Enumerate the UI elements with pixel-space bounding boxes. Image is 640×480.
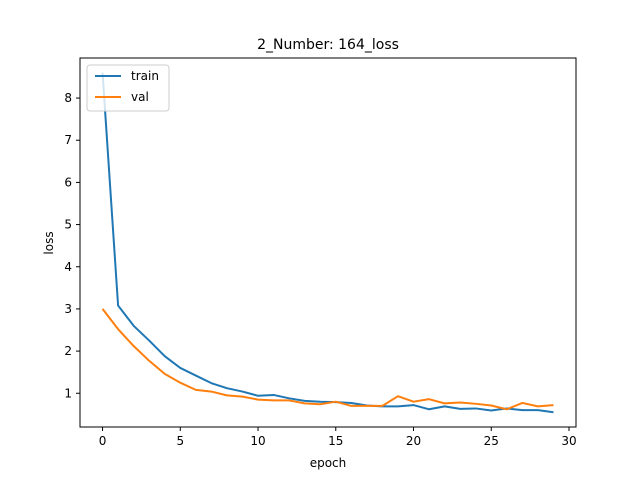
x-tick-label: 5 [176, 434, 184, 448]
y-tick-label: 5 [64, 218, 72, 232]
legend: train val [86, 64, 170, 112]
y-tick-label: 8 [64, 91, 72, 105]
x-tick-label: 30 [561, 434, 576, 448]
y-tick-label: 3 [64, 302, 72, 316]
y-tick-label: 2 [64, 344, 72, 358]
x-tick-label: 10 [250, 434, 265, 448]
chart-title: 2_Number: 164_loss [257, 37, 399, 53]
y-tick-label: 6 [64, 175, 72, 189]
x-tick-label: 20 [406, 434, 421, 448]
legend-train-label: train [131, 69, 159, 83]
series-line-train [101, 72, 554, 414]
x-axis-label: epoch [310, 456, 347, 470]
y-axis-label: loss [42, 231, 56, 254]
plot-area: 0 5 10 15 20 25 30 1 2 3 4 5 6 7 8 [64, 57, 577, 448]
y-tick-label: 7 [64, 133, 72, 147]
x-tick-label: 0 [99, 434, 107, 448]
y-tick-label: 1 [64, 386, 72, 400]
x-tick-label: 15 [328, 434, 343, 448]
y-axis-ticks: 1 2 3 4 5 6 7 8 [64, 91, 80, 400]
x-axis-ticks: 0 5 10 15 20 25 30 [99, 427, 577, 448]
x-tick-label: 25 [484, 434, 499, 448]
legend-val-label: val [131, 90, 149, 104]
y-tick-label: 4 [64, 260, 72, 274]
plot-frame [79, 57, 577, 428]
series-group [101, 72, 554, 414]
series-line-val [101, 308, 554, 411]
